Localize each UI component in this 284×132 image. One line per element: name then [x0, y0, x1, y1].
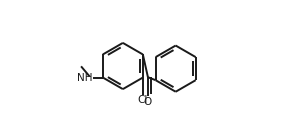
Text: O: O [144, 97, 152, 107]
Text: NH: NH [77, 73, 92, 82]
Text: Cl: Cl [138, 95, 148, 105]
